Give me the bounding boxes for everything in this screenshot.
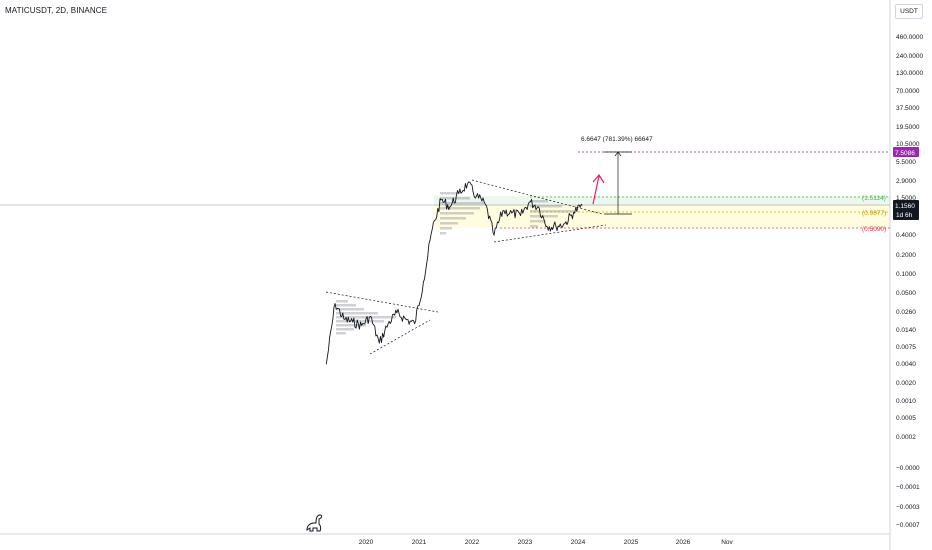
- yellow-zone: [434, 206, 890, 228]
- price-tick-label: 0.0010: [896, 398, 916, 405]
- price-tick-label: 0.0002: [896, 434, 916, 441]
- price-tick-label: −0.0003: [896, 504, 920, 511]
- price-tick-label: 0.0260: [896, 309, 916, 316]
- price-tick-label: 70.0000: [896, 88, 920, 95]
- volume-profile-bar: [530, 210, 574, 213]
- price-tick-label: 0.0500: [896, 290, 916, 297]
- price-tick-label: 1.5000: [896, 195, 916, 202]
- price-tick-label: 0.0040: [896, 361, 916, 368]
- price-axis[interactable]: 460.0000 240.0000 130.0000 70.0000 37.5000 19…: [896, 34, 923, 529]
- measure-tool: [604, 151, 632, 215]
- price-tick-label: 240.0000: [896, 53, 923, 60]
- target-price-text: 7.5086: [895, 150, 915, 157]
- volume-profile-bar: [440, 202, 484, 205]
- volume-profile-bar: [530, 200, 548, 203]
- red-level-label: (0.5090): [862, 226, 886, 233]
- price-tick-label: 0.0075: [896, 344, 916, 351]
- volume-profile-bar: [440, 232, 446, 235]
- volume-profile-bar: [440, 222, 458, 225]
- last-price-text: 1.1560: [895, 203, 915, 210]
- volume-profile-bar: [530, 205, 562, 208]
- price-tick-label: 0.1000: [896, 271, 916, 278]
- price-tick-label: 2.9000: [896, 178, 916, 185]
- volume-profile-bar: [336, 324, 366, 327]
- price-tick-label: 0.0140: [896, 327, 916, 334]
- volume-profile-bar: [440, 227, 452, 230]
- volume-profile-bar: [530, 215, 558, 218]
- price-tick-label: −0.0000: [896, 465, 920, 472]
- last-price-badge: 1.1560 1d 6h: [893, 200, 919, 220]
- currency-button[interactable]: USDT: [895, 4, 923, 19]
- volume-profile-bar: [336, 300, 348, 303]
- projection-arrow: [592, 173, 605, 205]
- price-tick-label: 5.5000: [896, 159, 916, 166]
- time-tick-label: 2024: [571, 539, 586, 546]
- volume-profile-bar: [440, 207, 480, 210]
- price-tick-label: 130.0000: [896, 70, 923, 77]
- volume-profile-bar: [440, 197, 470, 200]
- price-tick-label: 0.0005: [896, 415, 916, 422]
- price-tick-label: 0.4000: [896, 232, 916, 239]
- yellow-level-label: (0.9877): [862, 210, 886, 217]
- green-zone: [434, 196, 890, 206]
- time-tick-label: 2023: [518, 539, 533, 546]
- volume-profile-bar: [530, 225, 538, 228]
- triangle-pattern-2022: [471, 179, 607, 243]
- volume-profile-bar: [440, 212, 474, 215]
- price-tick-label: 19.5000: [896, 124, 920, 131]
- measure-label: 6.6647 (781.39%) 66647: [581, 136, 653, 143]
- time-axis[interactable]: 2020 2021 2022 2023 2024 2025 2026 Nov: [359, 539, 734, 546]
- volume-profile: [336, 192, 574, 335]
- price-tick-label: 10.5000: [896, 141, 920, 148]
- volume-profile-bar: [336, 312, 378, 315]
- countdown-text: 1d 6h: [896, 212, 913, 219]
- time-tick-label: Nov: [721, 539, 733, 546]
- price-tick-label: 37.5000: [896, 105, 920, 112]
- time-tick-label: 2026: [676, 539, 691, 546]
- time-tick-label: 2022: [465, 539, 480, 546]
- dinosaur-logo-icon: [306, 514, 323, 532]
- time-tick-label: 2025: [624, 539, 639, 546]
- price-tick-label: −0.0001: [896, 484, 920, 491]
- price-tick-label: 460.0000: [896, 34, 923, 41]
- volume-profile-bar: [336, 328, 354, 331]
- volume-profile-bar: [336, 332, 346, 335]
- time-tick-label: 2021: [412, 539, 427, 546]
- volume-profile-bar: [336, 320, 384, 323]
- target-price-badge: 7.5086: [893, 147, 919, 157]
- symbol-title: MATICUSDT, 2D, BINANCE: [5, 6, 108, 15]
- price-series-line: [325, 181, 583, 365]
- green-level-label: (1.5114): [862, 195, 886, 202]
- volume-profile-bar: [336, 308, 364, 311]
- volume-profile-bar: [440, 192, 458, 195]
- volume-profile-bar: [336, 304, 356, 307]
- volume-profile-bar: [336, 316, 396, 319]
- triangle-pattern-2019: [325, 291, 439, 355]
- time-tick-label: 2020: [359, 539, 374, 546]
- volume-profile-bar: [530, 220, 546, 223]
- price-tick-label: −0.0007: [896, 522, 920, 529]
- volume-profile-bar: [440, 217, 466, 220]
- price-tick-label: 0.2000: [896, 252, 916, 259]
- price-tick-label: 0.0020: [896, 380, 916, 387]
